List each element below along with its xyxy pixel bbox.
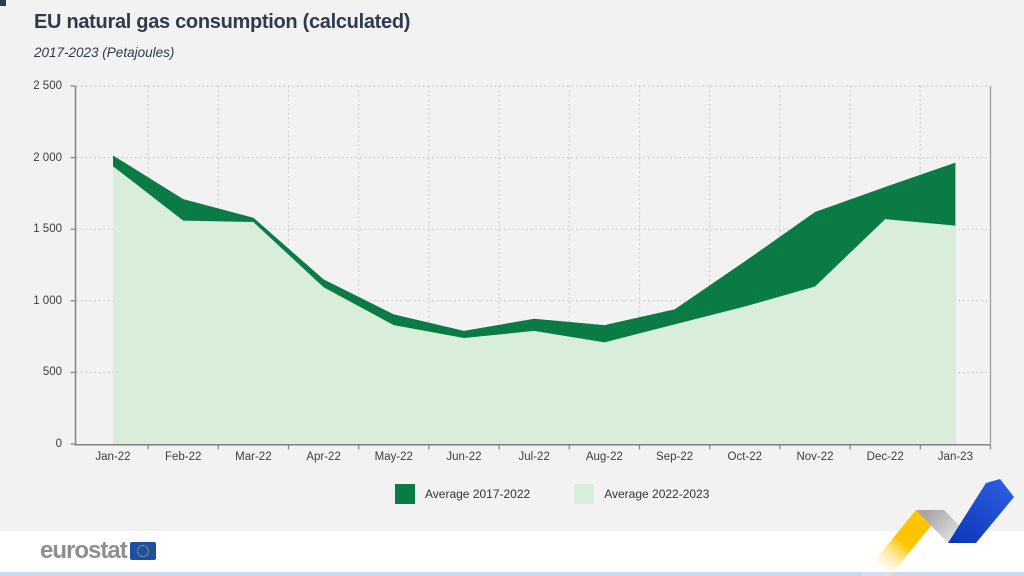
page-title: EU natural gas consumption (calculated) xyxy=(34,11,411,33)
legend-label: Average 2017-2022 xyxy=(425,487,531,501)
y-axis-label: 500 xyxy=(42,366,62,379)
eurostat-logo: eurostat xyxy=(40,537,156,565)
x-axis-label: Dec-22 xyxy=(866,451,904,463)
x-axis-label: Sep-22 xyxy=(656,451,694,463)
eurostat-logo-text: eurostat xyxy=(40,537,128,564)
y-axis-label: 1 500 xyxy=(33,223,62,236)
legend-item-average-2017-2022: Average 2017-2022 xyxy=(395,484,530,504)
page-subtitle: 2017-2023 (Petajoules) xyxy=(34,45,175,60)
x-axis-label: Jul-22 xyxy=(518,451,550,463)
x-axis-label: May-22 xyxy=(374,451,413,463)
y-axis-label: 1 000 xyxy=(33,294,62,307)
x-axis-label: Aug-22 xyxy=(585,451,623,463)
y-axis-label: 0 xyxy=(55,438,62,450)
legend-label: Average 2022-2023 xyxy=(604,487,710,501)
legend-swatch-dark-green xyxy=(395,484,415,504)
y-axis-label: 2 000 xyxy=(33,151,62,164)
x-axis-label: Mar-22 xyxy=(235,451,272,463)
eu-flag-icon xyxy=(129,542,156,560)
legend-swatch-light-green xyxy=(574,484,595,504)
footer-accent-line xyxy=(0,572,1024,576)
ribbon-blue-segment xyxy=(948,479,1014,543)
x-axis-label: Apr-22 xyxy=(306,451,341,463)
x-axis-label: Jun-22 xyxy=(446,451,482,463)
x-axis-label: Jan-23 xyxy=(937,451,973,463)
area-series-1 xyxy=(113,166,956,444)
footer-bar xyxy=(0,531,1024,576)
eu-flag-stars xyxy=(136,545,149,557)
corner-mark xyxy=(0,0,6,6)
ribbon-yellow-segment xyxy=(862,510,944,576)
x-axis-label: Feb-22 xyxy=(164,451,202,463)
legend-item-average-2022-2023: Average 2022-2023 xyxy=(574,484,709,504)
x-axis-label: Oct-22 xyxy=(727,451,763,463)
chart-legend: Average 2017-2022 Average 2022-2023 xyxy=(395,484,709,504)
y-axis-label: 2 500 xyxy=(33,80,62,92)
x-axis-label: Nov-22 xyxy=(796,451,834,463)
x-axis-label: Jan-22 xyxy=(95,451,131,463)
